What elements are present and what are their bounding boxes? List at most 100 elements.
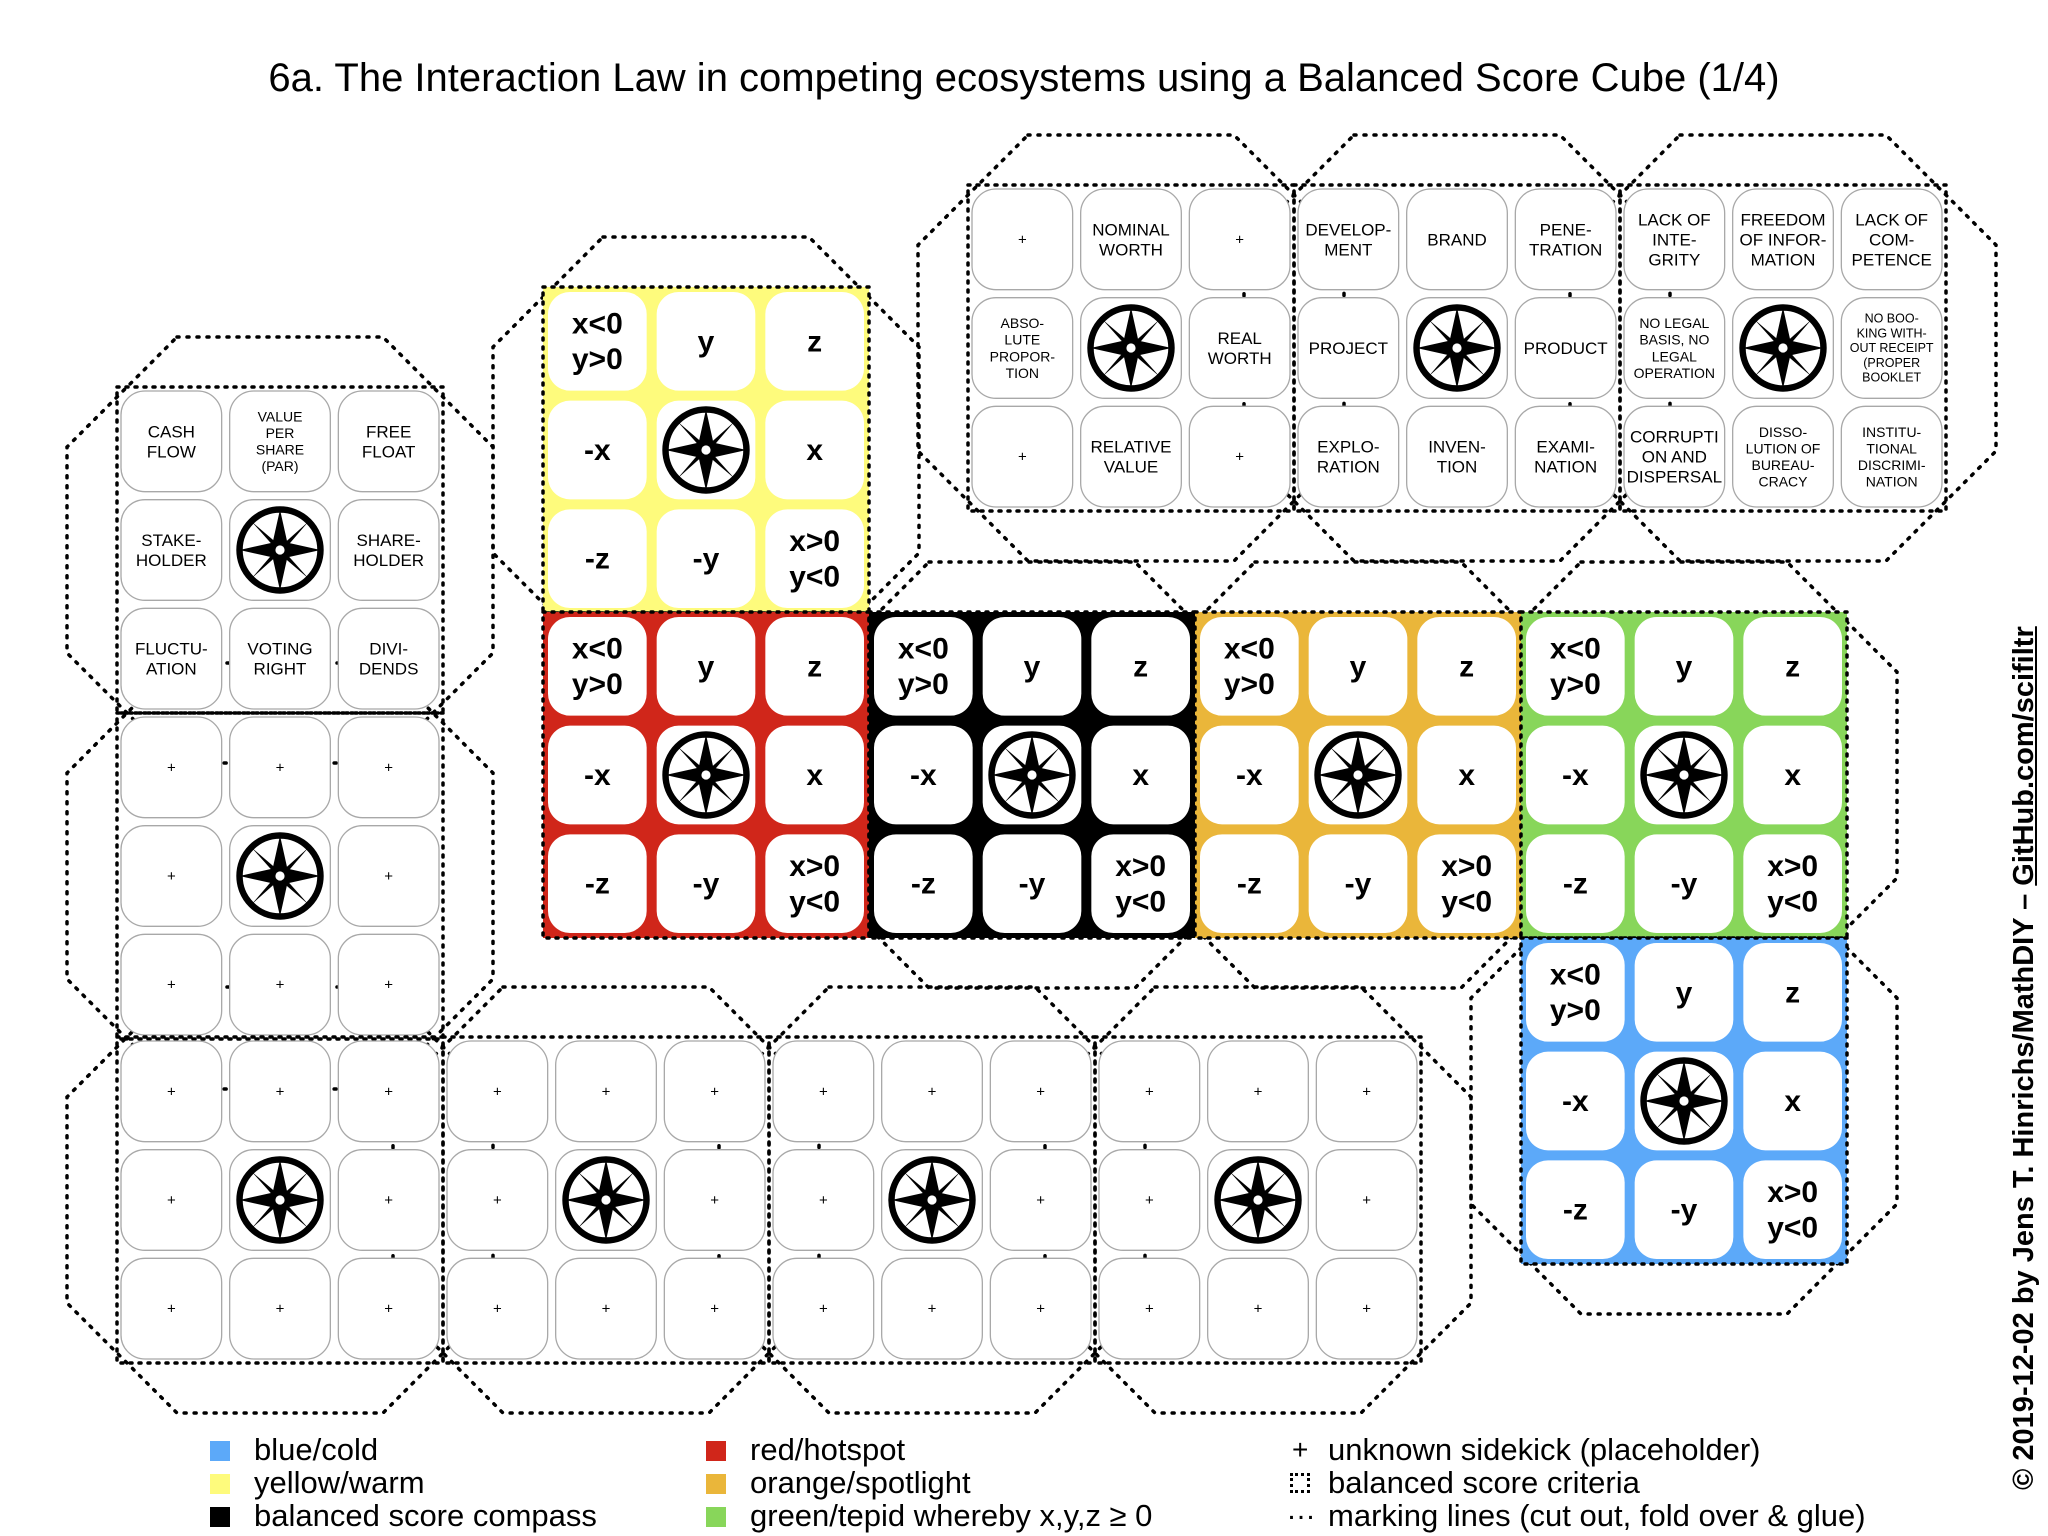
cell-label: x<0 y>0: [1224, 632, 1275, 700]
legend-swatch-green: [706, 1507, 726, 1527]
criteria-cell: [1526, 1160, 1625, 1259]
criteria-cell: [1188, 405, 1291, 508]
criteria-cell: [1840, 405, 1943, 508]
criteria-cell: [548, 617, 647, 716]
criteria-cell: [656, 834, 756, 933]
legend-label: balanced score compass: [254, 1498, 597, 1533]
criteria-cell: [1417, 834, 1516, 933]
cell-label: z: [807, 325, 822, 358]
legend-label: unknown sidekick (placeholder): [1328, 1432, 1761, 1467]
cell-label: x: [1784, 759, 1801, 792]
criteria-cell: [663, 1040, 766, 1143]
compass-icon: [1091, 308, 1172, 389]
cell-label: CASH FLOW: [147, 422, 196, 461]
cell-label: +: [493, 1300, 502, 1317]
criteria-cell: [1091, 834, 1190, 933]
cell-label: +: [602, 1300, 611, 1317]
criteria-cell: [989, 1257, 1092, 1360]
criteria-cell: [1080, 188, 1182, 291]
cell-label: x<0 y>0: [898, 632, 949, 700]
criteria-border: [541, 285, 871, 615]
criteria-cell: [548, 292, 647, 391]
criteria-cell: [1315, 1149, 1418, 1251]
cell-label: +: [1018, 231, 1027, 248]
cell-label: x>0 y<0: [1441, 849, 1492, 917]
face-top-worth: + NOMINAL WORTH + ABSO-LUTE PROPOR-TION REAL WO…: [966, 183, 1296, 513]
cell-label: +: [276, 1083, 285, 1100]
cell-label: SHARE-HOLDER: [353, 530, 424, 569]
cell-label: +: [928, 1300, 937, 1317]
criteria-cell: [1634, 1160, 1734, 1259]
criteria-border: [1519, 610, 1849, 940]
cell-label: +: [819, 1083, 828, 1100]
criteria-cell: [765, 400, 864, 500]
criteria-cell: [1098, 1257, 1201, 1360]
face-orange: x<0 y>0 y z -x x -z -y x>0 y<0: [1193, 610, 1523, 940]
cell-label: x: [806, 759, 823, 792]
criteria-cell: [337, 933, 440, 1036]
cell-label: -y: [1019, 867, 1046, 900]
face-blue: x<0 y>0 y z -x x -z -y x>0 y<0: [1519, 936, 1849, 1266]
cell-label: +: [167, 976, 176, 993]
criteria-cell: [1634, 943, 1734, 1042]
cell-label: STAKE-HOLDER: [136, 530, 207, 569]
face-bottom-2: + + + + + + + +: [441, 1035, 771, 1365]
criteria-cell: [337, 499, 440, 601]
criteria-cell: [548, 400, 647, 500]
diagram-title: 6a. The Interaction Law in competing eco…: [268, 56, 1780, 100]
criteria-cell: [337, 1149, 440, 1251]
criteria-cell: [765, 725, 864, 825]
cell-label: +: [1254, 1300, 1263, 1317]
criteria-cell: [1743, 834, 1842, 933]
legend-label: orange/spotlight: [750, 1465, 971, 1500]
cell-label: x<0 y>0: [1550, 958, 1601, 1026]
cell-label: -z: [1563, 867, 1588, 900]
criteria-cell: [548, 725, 647, 825]
legend-label: yellow/warm: [254, 1465, 425, 1500]
criteria-cell: [1188, 297, 1291, 399]
cell-label: +: [1145, 1083, 1154, 1100]
criteria-cell: [229, 607, 331, 710]
cell-label: +: [276, 1300, 285, 1317]
compass-icon: [240, 836, 321, 917]
criteria-cell: [120, 933, 223, 1036]
cell-label: -z: [585, 542, 610, 575]
cell-label: -y: [1345, 867, 1372, 900]
criteria-cell: [446, 1040, 549, 1143]
criteria-cell: [337, 716, 440, 819]
cell-label: z: [1459, 650, 1474, 683]
criteria-cell: [772, 1149, 875, 1251]
compass-icon: [666, 410, 747, 491]
criteria-cell: [1297, 405, 1400, 508]
criteria-cell: [120, 716, 223, 819]
criteria-cell: [1207, 1040, 1309, 1143]
criteria-cell: [1098, 1149, 1201, 1251]
cell-label: RELATIVE VALUE: [1091, 437, 1172, 476]
cell-label: LACK OF COM-PETENCE: [1852, 210, 1932, 269]
criteria-cell: [1743, 943, 1842, 1042]
compass-icon: [1318, 735, 1399, 816]
criteria-cell: [1207, 1257, 1309, 1360]
criteria-border: [1093, 1035, 1423, 1365]
criteria-cell: [1840, 297, 1943, 399]
criteria-cell: [1526, 1051, 1625, 1151]
cell-label: DIVI-DENDS: [359, 639, 419, 678]
criteria-cell: [120, 1149, 223, 1251]
criteria-cell: [337, 607, 440, 710]
criteria-cell: [446, 1149, 549, 1251]
cell-label: INSTITU-TIONAL DISCRIMI-NATION: [1858, 424, 1926, 490]
criteria-cell: [874, 834, 973, 933]
cell-label: +: [1018, 448, 1027, 465]
cell-label: +: [928, 1083, 937, 1100]
criteria-border: [115, 385, 445, 715]
cell-label: x>0 y<0: [1115, 849, 1166, 917]
cell-label: +: [710, 1192, 719, 1209]
cell-label: y: [698, 650, 715, 683]
cell-label: y: [1676, 976, 1693, 1009]
criteria-cell: [989, 1040, 1092, 1143]
cell-label: +: [384, 976, 393, 993]
cell-label: z: [1133, 650, 1148, 683]
criteria-cell: [1623, 188, 1726, 291]
compass-icon: [666, 735, 747, 816]
cell-label: -x: [584, 759, 611, 792]
